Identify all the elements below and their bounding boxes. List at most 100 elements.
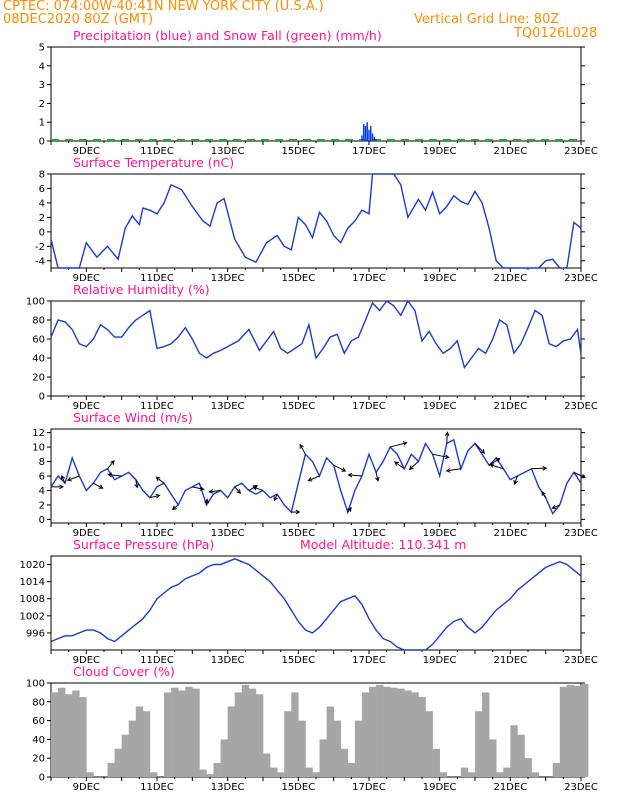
panel-temp: Surface Temperature (nC) -4 -2 0 2 4 6 8 9DEC 11D… [35, 155, 598, 284]
panel-rh: Relative Humidity (%) 0 20 40 60 80 100 9DEC 11D… [26, 282, 598, 412]
cloud-bar [206, 774, 214, 777]
y-tick-label: 2 [39, 213, 45, 224]
wind-arrow-head [252, 485, 258, 491]
wind-arrow [409, 461, 419, 470]
y-tick-label: 0 [39, 392, 45, 403]
wind-arrow [209, 489, 221, 493]
cloud-bar [277, 772, 285, 777]
wind-arrow-head [204, 498, 210, 504]
wind-arrow-head [480, 449, 486, 454]
wind-arrow-head [513, 479, 518, 485]
y-tick-label: 0 [39, 137, 45, 148]
panel-wind: Surface Wind (m/s) 0 2 4 6 8 10 12 9DEC 11DEC 13DE… [32, 410, 598, 539]
y-tick-label: 6 [39, 472, 45, 483]
y-tick-label: 20 [32, 373, 45, 384]
x-tick-label: 23DEC [564, 782, 598, 793]
wind-arrow [390, 442, 407, 448]
wind-arrow [234, 486, 241, 494]
cloud-bar [517, 734, 525, 777]
panel-frame [50, 428, 582, 524]
cloud-bar [248, 688, 257, 777]
cloud-bar [128, 720, 137, 777]
cloud-bar [460, 767, 469, 777]
wind-arrow-head [66, 476, 72, 482]
precip-bar [375, 139, 377, 141]
cloud-bar [566, 684, 575, 777]
cloud-bar [369, 686, 377, 777]
x-tick-label: 13DEC [211, 146, 245, 157]
wind-arrow-head [110, 459, 115, 465]
cloud-bar [79, 697, 87, 777]
cloud-bar [220, 739, 228, 777]
wind-arrow [446, 432, 448, 444]
wind-arrow-head [59, 484, 65, 490]
precip-bar [368, 129, 370, 141]
x-tick-label: 11DEC [140, 782, 174, 793]
cloud-bar [552, 762, 561, 777]
x-tick-label: 17DEC [352, 146, 386, 157]
x-tick-label: 21DEC [493, 655, 527, 666]
cloud-bar [503, 767, 511, 777]
panel-title: Surface Temperature (nC) [73, 155, 234, 170]
panel-frame [50, 173, 582, 269]
wind-arrow-head [155, 476, 161, 482]
cloud-bar [227, 706, 236, 777]
y-tick-label: 6 [39, 184, 45, 195]
x-tick-label: 11DEC [140, 655, 174, 666]
cloud-bar [241, 684, 250, 777]
wind-arrow-head [347, 472, 353, 478]
x-tick-label: 9DEC [73, 782, 100, 793]
x-tick-label: 17DEC [352, 655, 386, 666]
panel-title: Surface Wind (m/s) [73, 410, 193, 425]
cloud-bar [255, 694, 264, 777]
wind-arrow-head [542, 465, 548, 471]
x-tick-label: 13DEC [211, 782, 245, 793]
cloud-bar [524, 758, 532, 777]
wind-arrow-head [273, 496, 278, 502]
wind-arrow [531, 467, 547, 470]
wind-arrow [172, 504, 179, 510]
panel-pres: Surface Pressure (hPa) Model Altitude: 11… [20, 537, 598, 666]
wind-arrow [573, 471, 586, 479]
wind-arrow-head [581, 474, 587, 479]
cloud-bar [581, 683, 589, 777]
cloud-bar [234, 692, 243, 777]
cloud-bar [347, 762, 356, 777]
cloud-bar [376, 684, 384, 777]
y-tick-label: 0 [39, 773, 45, 784]
precip-bar [361, 135, 363, 141]
x-tick-label: 11DEC [140, 273, 174, 284]
x-tick-label: 11DEC [140, 401, 174, 412]
panel-title: Relative Humidity (%) [73, 282, 210, 297]
cloud-bar [263, 753, 271, 777]
wind-arrow-head [408, 465, 414, 471]
x-tick-label: 19DEC [423, 528, 457, 539]
y-tick-label: 60 [32, 716, 45, 727]
cloud-bar [559, 686, 568, 777]
wind-arrow [252, 486, 264, 491]
cloud-bar [192, 688, 200, 777]
y-tick-label: 100 [26, 297, 45, 308]
wind-arrow [149, 494, 160, 499]
cloud-bar [361, 692, 370, 777]
x-tick-label: 19DEC [423, 655, 457, 666]
panel-subtitle: Model Altitude: 110.341 m [300, 537, 466, 552]
wind-arrow [432, 453, 449, 458]
x-tick-label: 15DEC [281, 273, 315, 284]
y-tick-label: -2 [35, 242, 45, 253]
precip-bar [364, 125, 367, 141]
y-tick-label: -4 [35, 256, 45, 267]
wind-arrow-head [208, 489, 214, 494]
precip-bar [370, 125, 372, 141]
cloud-bar [467, 772, 476, 777]
x-tick-label: 23DEC [564, 146, 598, 157]
x-tick-label: 17DEC [352, 782, 386, 793]
cloud-bar [107, 762, 115, 777]
series-temp [50, 173, 582, 269]
wind-arrow-head [61, 475, 66, 481]
header-code: TQ0126L028 [514, 26, 598, 41]
x-tick-label: 21DEC [493, 782, 527, 793]
x-tick-label: 23DEC [564, 655, 598, 666]
y-tick-label: 3 [39, 80, 45, 91]
cloud-bar [397, 688, 405, 777]
